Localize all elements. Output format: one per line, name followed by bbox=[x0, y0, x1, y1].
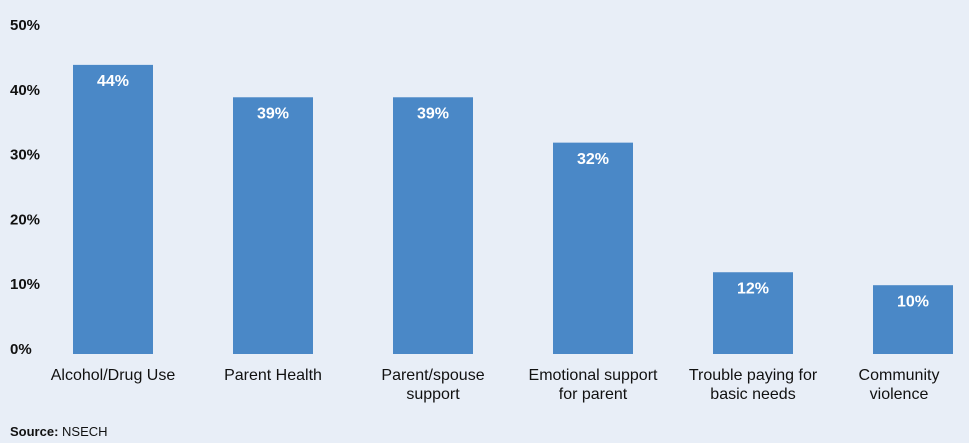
y-tick-label: 50% bbox=[10, 17, 40, 34]
bar bbox=[553, 142, 633, 354]
value-label: 39% bbox=[257, 105, 289, 122]
x-tick-label: Parent Health bbox=[224, 367, 322, 384]
x-tick-label: Parent/spouse support bbox=[381, 367, 485, 403]
x-tick-label: Community violence bbox=[858, 367, 940, 403]
y-tick-label: 10% bbox=[10, 276, 40, 293]
y-tick-label: 20% bbox=[10, 211, 40, 228]
y-tick-label: 40% bbox=[10, 82, 40, 99]
bar bbox=[233, 97, 313, 354]
y-tick-label: 0% bbox=[10, 341, 32, 358]
bar bbox=[713, 272, 793, 354]
x-tick-label: Alcohol/Drug Use bbox=[50, 367, 176, 384]
bar bbox=[873, 285, 953, 354]
bar bbox=[73, 64, 153, 354]
source-label: Source: bbox=[10, 424, 59, 439]
value-label: 12% bbox=[737, 280, 769, 297]
x-tick-label: Trouble paying for basic needs bbox=[688, 367, 818, 403]
y-tick-label: 30% bbox=[10, 147, 40, 164]
source: NSECH bbox=[62, 424, 108, 439]
source-note: Source: NSECH bbox=[10, 424, 108, 439]
value-label: 10% bbox=[897, 293, 929, 310]
bar bbox=[393, 97, 473, 354]
value-label: 44% bbox=[97, 73, 129, 90]
value-label: 39% bbox=[417, 105, 449, 122]
x-tick-label: Emotional support for parent bbox=[528, 367, 658, 403]
value-label: 32% bbox=[577, 151, 609, 168]
